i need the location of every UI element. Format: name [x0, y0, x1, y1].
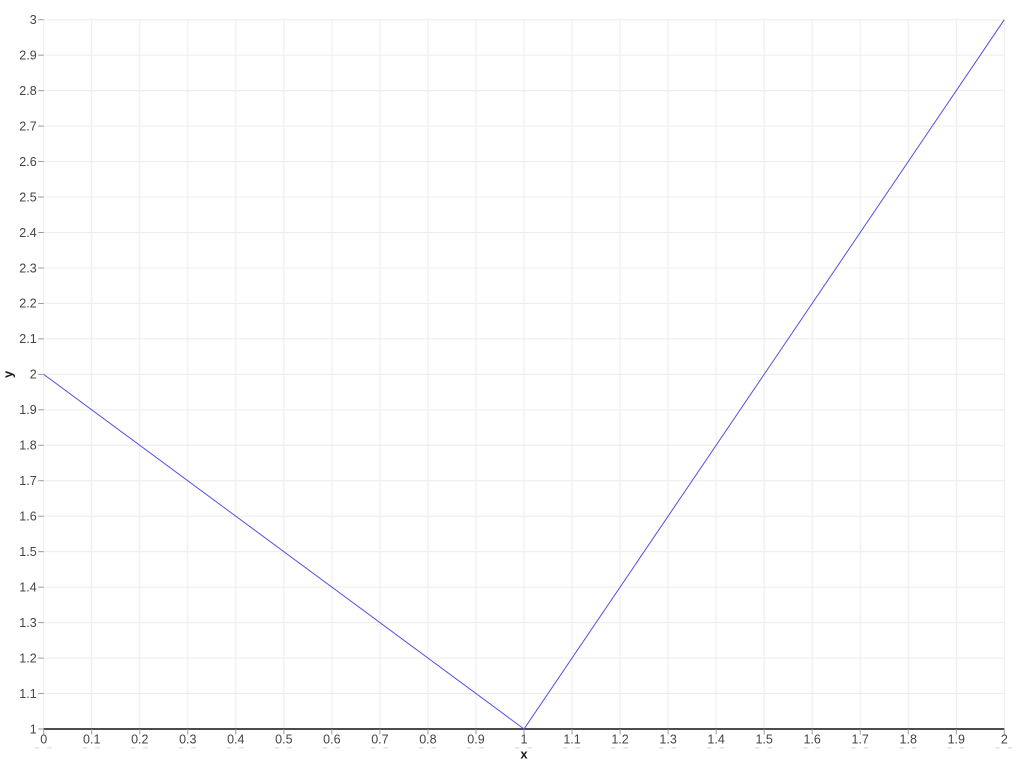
svg-text:1.7: 1.7 — [852, 733, 869, 747]
svg-text:1.2: 1.2 — [611, 733, 628, 747]
svg-text:1.9: 1.9 — [948, 733, 965, 747]
svg-text:1.1: 1.1 — [563, 733, 580, 747]
svg-text:0.1: 0.1 — [83, 733, 100, 747]
svg-text:2.6: 2.6 — [19, 155, 36, 169]
svg-text:0: 0 — [40, 733, 47, 747]
svg-text:2.4: 2.4 — [19, 226, 36, 240]
svg-text:1: 1 — [521, 733, 528, 747]
svg-text:2.5: 2.5 — [19, 190, 36, 204]
svg-text:0.7: 0.7 — [371, 733, 388, 747]
svg-text:0.3: 0.3 — [179, 733, 196, 747]
svg-text:0.6: 0.6 — [323, 733, 340, 747]
svg-text:2.9: 2.9 — [19, 48, 36, 62]
svg-text:1.4: 1.4 — [707, 733, 724, 747]
svg-text:1: 1 — [30, 722, 37, 736]
svg-text:2.3: 2.3 — [19, 261, 36, 275]
svg-text:1.7: 1.7 — [19, 474, 36, 488]
svg-text:1.2: 1.2 — [19, 651, 36, 665]
svg-text:0.9: 0.9 — [467, 733, 484, 747]
svg-text:1.3: 1.3 — [19, 616, 36, 630]
svg-text:2: 2 — [1001, 733, 1008, 747]
svg-text:0.2: 0.2 — [131, 733, 148, 747]
svg-text:2.7: 2.7 — [19, 119, 36, 133]
svg-text:2.8: 2.8 — [19, 84, 36, 98]
svg-text:3: 3 — [30, 13, 37, 27]
svg-text:1.6: 1.6 — [19, 510, 36, 524]
svg-text:0.8: 0.8 — [419, 733, 436, 747]
svg-text:y: y — [1, 370, 16, 378]
svg-text:2: 2 — [30, 368, 37, 382]
svg-text:0.5: 0.5 — [275, 733, 292, 747]
svg-text:1.4: 1.4 — [19, 580, 36, 594]
svg-text:2.1: 2.1 — [19, 332, 36, 346]
svg-text:1.5: 1.5 — [19, 545, 36, 559]
svg-text:1.8: 1.8 — [19, 439, 36, 453]
svg-text:1.9: 1.9 — [19, 403, 36, 417]
svg-text:1.5: 1.5 — [755, 733, 772, 747]
svg-text:1.1: 1.1 — [19, 687, 36, 701]
svg-text:1.3: 1.3 — [659, 733, 676, 747]
svg-text:1.6: 1.6 — [803, 733, 820, 747]
svg-text:x: x — [520, 747, 528, 762]
svg-text:1.8: 1.8 — [900, 733, 917, 747]
svg-text:2.2: 2.2 — [19, 297, 36, 311]
svg-text:0.4: 0.4 — [227, 733, 244, 747]
